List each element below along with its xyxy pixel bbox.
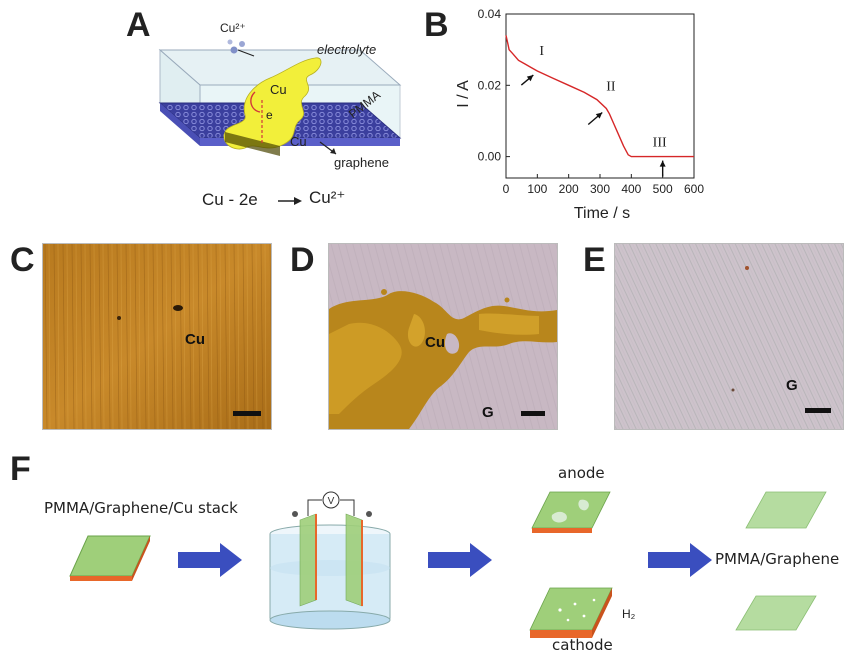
panel-f-diagram: V (69, 491, 827, 638)
x-tick-label: 100 (527, 182, 547, 196)
micrograph-c: Cu (42, 243, 272, 430)
annotation-label: III (653, 136, 667, 151)
electrochemical-cell (269, 491, 391, 630)
y-tick-label: 0.02 (478, 78, 502, 92)
panel-label-a: A (126, 6, 151, 44)
micrograph-d-cu-label: Cu (425, 334, 445, 351)
scale-bar-e (805, 408, 831, 413)
panel-a-schematic (158, 39, 402, 156)
annotation-arrowhead (595, 112, 603, 119)
graphene-label: graphene (334, 155, 389, 170)
panel-b-chart: I / A Time / s 0 100 200 300 400 500 600 0.00 0.… (455, 7, 704, 222)
y-tick-label: 0.04 (478, 7, 502, 21)
anode-sheet (531, 491, 611, 533)
micrograph-c-label: Cu (185, 331, 205, 348)
x-tick-label: 0 (503, 182, 510, 196)
copper-region (223, 57, 322, 150)
stack-label: PMMA/Graphene/Cu stack (44, 499, 238, 517)
cu-bottom-label: Cu (290, 134, 307, 149)
cu-top-label: Cu (270, 82, 287, 97)
micrograph-e-label: G (786, 377, 798, 394)
cu2-ion-label: Cu²⁺ (220, 21, 246, 35)
x-tick-label: 400 (621, 182, 641, 196)
x-axis-label: Time / s (574, 205, 630, 222)
cathode-label: cathode (552, 636, 613, 654)
electrolyte-label: electrolyte (317, 42, 377, 57)
current-curve-line (505, 35, 694, 158)
voltmeter-icon (322, 491, 340, 509)
annotation-label: II (606, 79, 616, 94)
equation-left: Cu - 2e (202, 190, 258, 209)
voltmeter-label: V (328, 496, 335, 507)
y-axis-label: I / A (455, 80, 472, 108)
electron-label: e (266, 108, 273, 122)
panel-label-e: E (583, 241, 606, 279)
panel-label-c: C (10, 241, 35, 279)
panel-label-b: B (424, 6, 449, 44)
panel-label-d: D (290, 241, 315, 279)
micrograph-d-g-label: G (482, 404, 494, 421)
result-sheet-top (745, 491, 827, 529)
result-sheet-bottom (735, 595, 817, 631)
equation-right: Cu²⁺ (309, 188, 346, 207)
equation-arrow-icon (278, 197, 302, 205)
annotation-arrowhead (659, 160, 666, 167)
micrograph-d: Cu G (328, 243, 558, 430)
anode-label: anode (558, 464, 605, 482)
annotation-label: I (539, 44, 544, 59)
result-label: PMMA/Graphene (715, 550, 840, 568)
x-tick-label: 500 (653, 182, 673, 196)
process-arrow-3-icon (648, 543, 712, 577)
stack-sheet (69, 535, 151, 581)
y-tick-label: 0.00 (478, 150, 502, 164)
process-arrow-2-icon (428, 543, 492, 577)
x-tick-label: 200 (559, 182, 579, 196)
plot-frame (505, 13, 695, 179)
micrograph-e: G (614, 243, 844, 430)
x-tick-label: 600 (684, 182, 704, 196)
scale-bar-d (521, 411, 545, 416)
process-arrow-1-icon (178, 543, 242, 577)
h2-label: H₂ (622, 607, 636, 621)
cathode-sheet (529, 587, 613, 638)
x-tick-label: 300 (590, 182, 610, 196)
scale-bar-c (233, 411, 261, 416)
panel-label-f: F (10, 450, 31, 488)
annotation-arrowhead (526, 75, 534, 82)
